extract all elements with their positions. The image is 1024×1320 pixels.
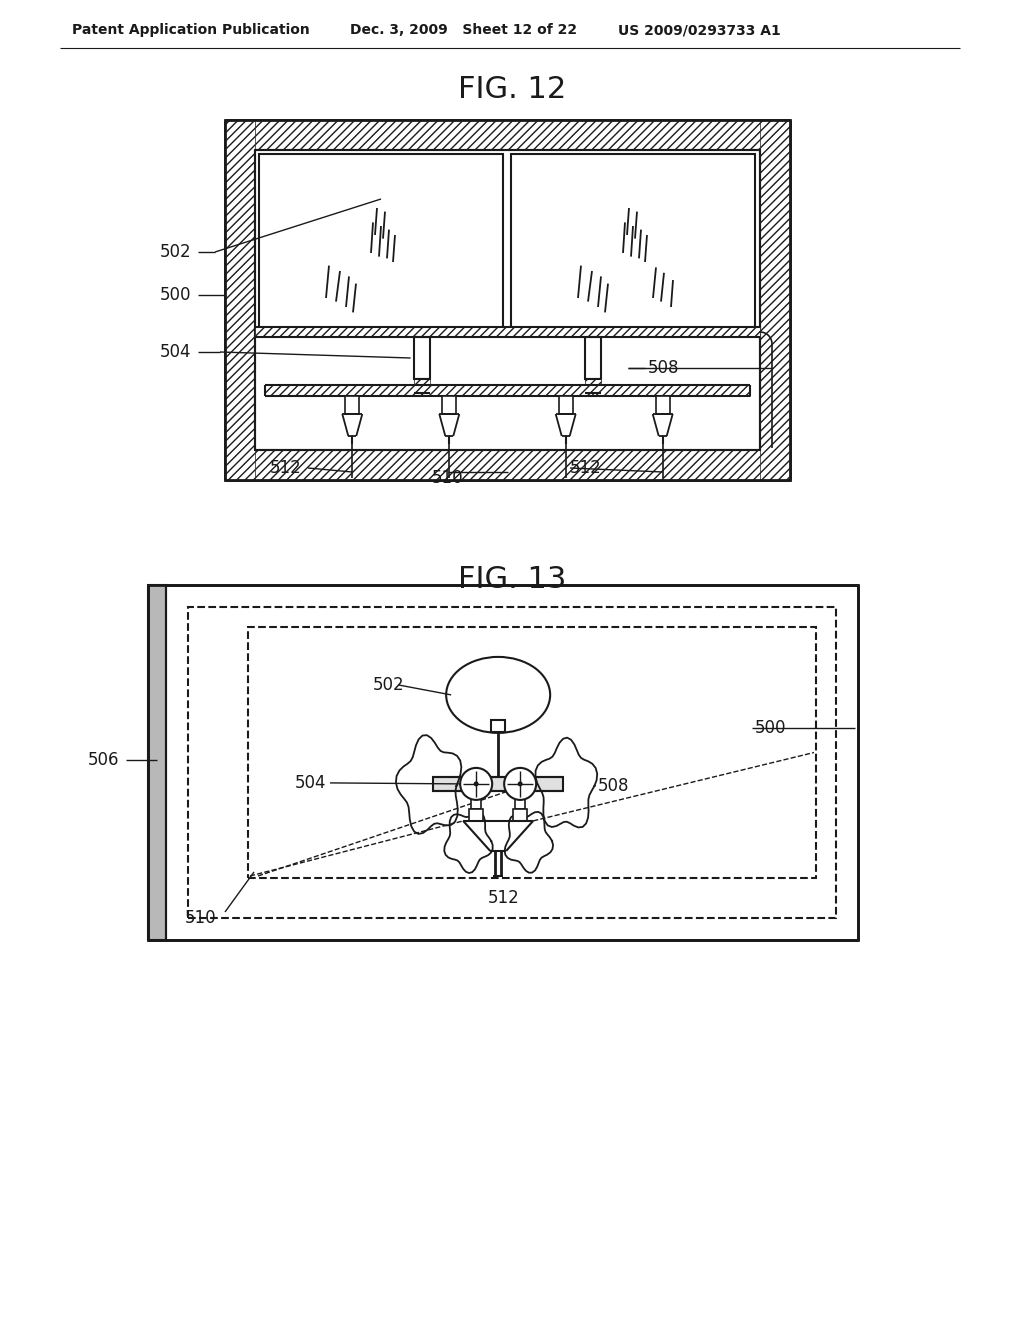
Bar <box>188 607 836 917</box>
Text: 504: 504 <box>295 774 327 792</box>
Bar <box>225 120 790 480</box>
Bar <box>414 379 430 393</box>
Circle shape <box>460 768 493 800</box>
Bar <box>513 809 527 821</box>
Text: 506: 506 <box>88 751 120 770</box>
Text: 500: 500 <box>755 719 786 737</box>
Bar <box>225 450 790 480</box>
Text: 502: 502 <box>373 676 404 694</box>
Text: 512: 512 <box>570 459 602 477</box>
Bar <box>559 396 572 414</box>
Text: Dec. 3, 2009   Sheet 12 of 22: Dec. 3, 2009 Sheet 12 of 22 <box>350 22 578 37</box>
Text: FIG. 12: FIG. 12 <box>458 75 566 104</box>
Text: FIG. 13: FIG. 13 <box>458 565 566 594</box>
Bar <box>442 396 457 414</box>
Bar <box>225 120 790 150</box>
Bar <box>255 150 760 450</box>
Text: 510: 510 <box>432 469 464 487</box>
Bar <box>148 585 166 940</box>
Bar <box>469 809 483 821</box>
Circle shape <box>518 781 522 787</box>
Bar <box>492 719 505 731</box>
Text: 500: 500 <box>160 286 191 304</box>
Bar <box>345 396 359 414</box>
Bar <box>414 337 430 379</box>
Bar <box>433 777 563 791</box>
Text: Patent Application Publication: Patent Application Publication <box>72 22 309 37</box>
Bar <box>259 154 503 334</box>
Text: 508: 508 <box>648 359 680 378</box>
Text: 512: 512 <box>487 888 519 907</box>
Bar <box>655 396 670 414</box>
Bar <box>225 120 255 480</box>
Text: US 2009/0293733 A1: US 2009/0293733 A1 <box>618 22 780 37</box>
Bar <box>471 791 481 809</box>
Bar <box>265 385 750 396</box>
Text: 504: 504 <box>160 343 191 360</box>
Text: 510: 510 <box>185 909 217 927</box>
Bar <box>586 379 601 393</box>
Bar <box>148 585 858 940</box>
Bar <box>255 327 760 337</box>
Bar <box>515 791 525 809</box>
Text: 508: 508 <box>598 777 630 795</box>
Bar <box>248 627 816 878</box>
Bar <box>760 120 790 480</box>
Bar <box>586 337 601 379</box>
Text: 502: 502 <box>160 243 191 261</box>
Text: 512: 512 <box>270 459 302 477</box>
Circle shape <box>474 781 478 787</box>
Bar <box>511 154 755 334</box>
Circle shape <box>504 768 537 800</box>
